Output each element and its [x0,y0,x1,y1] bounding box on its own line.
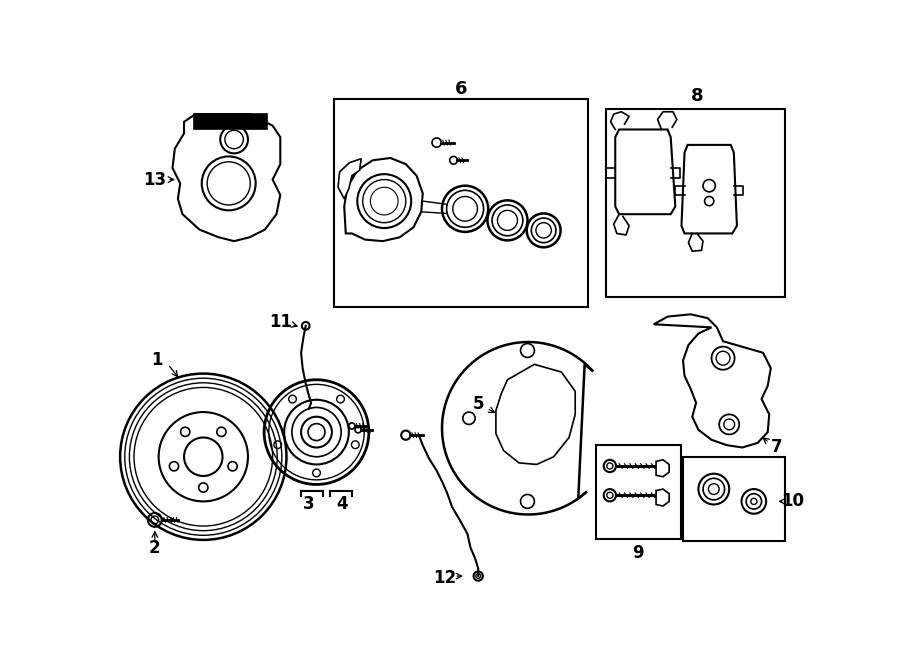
Bar [194,114,267,130]
Text: 7: 7 [771,438,783,457]
Bar [334,99,589,307]
Bar [596,445,680,539]
Bar [683,457,785,542]
Text: 12: 12 [433,569,456,587]
Text: 10: 10 [781,493,804,510]
Polygon shape [338,159,361,199]
Polygon shape [681,145,737,234]
Text: 5: 5 [472,395,484,413]
Polygon shape [616,130,675,214]
Text: 13: 13 [143,171,166,189]
Polygon shape [173,114,280,241]
Polygon shape [656,460,669,477]
Text: 4: 4 [336,495,347,514]
Polygon shape [496,364,575,465]
Polygon shape [656,489,669,506]
Polygon shape [653,314,770,448]
Text: 6: 6 [455,79,467,98]
Text: 9: 9 [632,544,644,562]
Text: 11: 11 [269,313,292,331]
Polygon shape [344,158,423,241]
Text: 8: 8 [690,87,703,105]
Text: 2: 2 [149,539,160,557]
Bar [606,109,785,297]
Text: 3: 3 [303,495,315,514]
Text: 1: 1 [151,352,163,369]
